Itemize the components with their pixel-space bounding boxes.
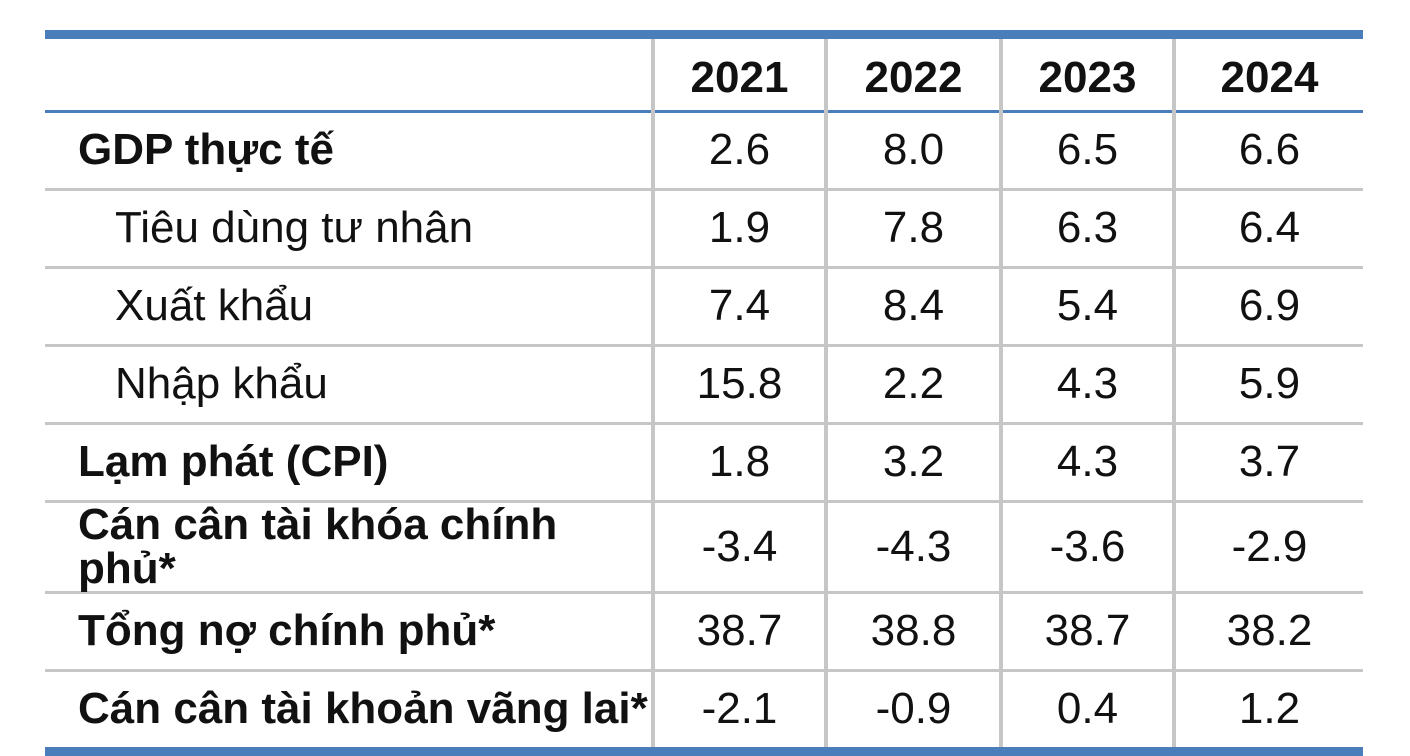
value-cell: 6.3 xyxy=(999,189,1174,267)
table-row: GDP thực tế 2.6 8.0 6.5 6.6 xyxy=(45,111,1363,189)
table-row: Nhập khẩu 15.8 2.2 4.3 5.9 xyxy=(45,345,1363,423)
value-cell: 3.2 xyxy=(824,423,1001,501)
value-cell: 1.2 xyxy=(1172,670,1363,747)
row-label: Tiêu dùng tư nhân xyxy=(115,203,474,252)
value-cell: 38.8 xyxy=(824,592,1001,670)
value-cell: 8.0 xyxy=(824,111,1001,189)
row-label: GDP thực tế xyxy=(78,125,334,174)
value-cell: 6.6 xyxy=(1172,111,1363,189)
value-cell: -3.4 xyxy=(651,501,826,592)
value-cell: 1.8 xyxy=(651,423,826,501)
value-cell: 6.9 xyxy=(1172,267,1363,345)
value-cell: 3.7 xyxy=(1172,423,1363,501)
value-cell: -0.9 xyxy=(824,670,1001,747)
row-label: Cán cân tài khóa chính phủ* xyxy=(78,499,558,593)
bottom-rule xyxy=(45,747,1363,756)
table-row: Xuất khẩu 7.4 8.4 5.4 6.9 xyxy=(45,267,1363,345)
header-blank-cell xyxy=(45,39,653,111)
value-cell: 2.6 xyxy=(651,111,826,189)
year-header: 2022 xyxy=(824,39,1001,111)
table-row: Cán cân tài khoản vãng lai* -2.1 -0.9 0.4 1.… xyxy=(45,670,1363,747)
value-cell: 5.4 xyxy=(999,267,1174,345)
value-cell: 4.3 xyxy=(999,345,1174,423)
indicator-table-container: 2021 2022 2023 2024 GDP thực tế 2.6 8.0 6.5… xyxy=(45,30,1363,756)
year-header: 2023 xyxy=(999,39,1174,111)
value-cell: 7.4 xyxy=(651,267,826,345)
value-cell: -4.3 xyxy=(824,501,1001,592)
value-cell: 7.8 xyxy=(824,189,1001,267)
year-header: 2024 xyxy=(1172,39,1363,111)
table-row: Tổng nợ chính phủ* 38.7 38.8 38.7 38.2 xyxy=(45,592,1363,670)
value-cell: 2.2 xyxy=(824,345,1001,423)
value-cell: 0.4 xyxy=(999,670,1174,747)
table-row: Tiêu dùng tư nhân 1.9 7.8 6.3 6.4 xyxy=(45,189,1363,267)
value-cell: 6.5 xyxy=(999,111,1174,189)
row-label: Cán cân tài khoản vãng lai* xyxy=(78,684,648,734)
value-cell: 6.4 xyxy=(1172,189,1363,267)
table-row: Lạm phát (CPI) 1.8 3.2 4.3 3.7 xyxy=(45,423,1363,501)
row-label: Xuất khẩu xyxy=(115,281,314,330)
top-rule xyxy=(45,30,1363,39)
value-cell: -2.9 xyxy=(1172,501,1363,592)
row-label: Nhập khẩu xyxy=(115,359,328,408)
value-cell: -2.1 xyxy=(651,670,826,747)
value-cell: 38.7 xyxy=(651,592,826,670)
value-cell: 4.3 xyxy=(999,423,1174,501)
value-cell: 8.4 xyxy=(824,267,1001,345)
indicator-table: 2021 2022 2023 2024 GDP thực tế 2.6 8.0 6.5… xyxy=(45,39,1363,747)
value-cell: 38.7 xyxy=(999,592,1174,670)
value-cell: 15.8 xyxy=(651,345,826,423)
value-cell: 38.2 xyxy=(1172,592,1363,670)
row-label: Lạm phát (CPI) xyxy=(78,437,389,486)
value-cell: 5.9 xyxy=(1172,345,1363,423)
row-label: Tổng nợ chính phủ* xyxy=(78,606,496,655)
value-cell: -3.6 xyxy=(999,501,1174,592)
value-cell: 1.9 xyxy=(651,189,826,267)
table-row: Cán cân tài khóa chính phủ* -3.4 -4.3 -3.6-… xyxy=(45,501,1363,592)
header-row: 2021 2022 2023 2024 xyxy=(45,39,1363,111)
year-header: 2021 xyxy=(651,39,826,111)
